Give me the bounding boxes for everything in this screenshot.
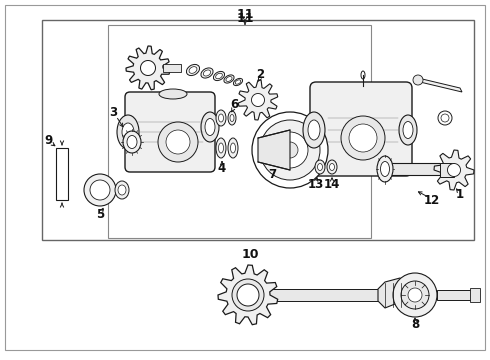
Circle shape [408, 288, 422, 302]
Bar [470, 288, 480, 302]
Ellipse shape [315, 160, 325, 174]
Ellipse shape [214, 71, 224, 81]
Circle shape [90, 180, 110, 200]
Circle shape [252, 112, 328, 188]
Bar [42, 20, 474, 240]
Circle shape [441, 114, 449, 122]
Bar [163, 64, 181, 72]
Text: 9: 9 [44, 134, 52, 147]
Ellipse shape [329, 163, 335, 171]
Ellipse shape [233, 78, 243, 86]
Ellipse shape [308, 120, 320, 140]
Ellipse shape [216, 138, 226, 158]
Ellipse shape [230, 143, 236, 153]
Polygon shape [237, 284, 259, 306]
Circle shape [84, 174, 116, 206]
Circle shape [260, 120, 320, 180]
Circle shape [272, 132, 308, 168]
Polygon shape [434, 150, 474, 190]
Ellipse shape [219, 143, 223, 153]
Ellipse shape [228, 138, 238, 158]
Ellipse shape [189, 67, 197, 73]
Ellipse shape [224, 75, 234, 83]
Text: 11: 11 [236, 12, 254, 24]
Text: 1: 1 [456, 189, 464, 202]
FancyBboxPatch shape [125, 92, 215, 172]
Ellipse shape [159, 89, 187, 99]
Text: 4: 4 [218, 162, 226, 175]
Circle shape [282, 142, 298, 158]
Text: 11: 11 [236, 9, 254, 22]
Ellipse shape [361, 71, 365, 79]
Polygon shape [418, 78, 462, 92]
Ellipse shape [381, 162, 390, 176]
Ellipse shape [216, 73, 222, 79]
Circle shape [393, 273, 437, 317]
Ellipse shape [115, 181, 129, 199]
Ellipse shape [123, 131, 141, 153]
Text: 7: 7 [268, 168, 276, 181]
Polygon shape [258, 130, 290, 170]
Bar [437, 290, 472, 300]
Circle shape [438, 111, 452, 125]
Text: 6: 6 [230, 99, 238, 112]
Polygon shape [447, 163, 461, 176]
Ellipse shape [205, 118, 215, 135]
Ellipse shape [201, 68, 213, 78]
Ellipse shape [201, 112, 219, 142]
Text: 8: 8 [411, 319, 419, 332]
Ellipse shape [403, 122, 413, 139]
FancyBboxPatch shape [310, 82, 412, 176]
Circle shape [232, 279, 264, 311]
Ellipse shape [122, 123, 134, 141]
Ellipse shape [226, 77, 232, 81]
Bar [385, 163, 440, 175]
Text: 5: 5 [96, 208, 104, 221]
Ellipse shape [117, 115, 139, 149]
Text: 12: 12 [424, 194, 440, 207]
Ellipse shape [399, 115, 417, 145]
Circle shape [158, 122, 198, 162]
Text: 14: 14 [324, 179, 340, 192]
Circle shape [413, 75, 423, 85]
Text: 13: 13 [308, 179, 324, 192]
Ellipse shape [303, 112, 325, 148]
Polygon shape [126, 46, 170, 90]
Polygon shape [238, 80, 278, 120]
Bar [56, 148, 68, 200]
Polygon shape [141, 60, 155, 76]
Ellipse shape [327, 160, 337, 174]
Ellipse shape [228, 111, 236, 125]
Bar [108, 25, 371, 238]
Circle shape [240, 287, 256, 303]
Ellipse shape [230, 114, 234, 122]
Polygon shape [378, 278, 410, 308]
Bar [440, 163, 454, 177]
Ellipse shape [318, 163, 322, 171]
Polygon shape [218, 265, 278, 325]
Text: 3: 3 [109, 105, 117, 118]
Ellipse shape [118, 185, 126, 195]
Ellipse shape [216, 110, 226, 126]
Ellipse shape [186, 64, 199, 76]
Circle shape [349, 124, 377, 152]
Circle shape [341, 116, 385, 160]
Ellipse shape [219, 114, 223, 122]
Bar [248, 289, 378, 301]
Text: 10: 10 [241, 248, 259, 261]
Ellipse shape [235, 80, 241, 84]
Ellipse shape [127, 135, 137, 148]
Circle shape [166, 130, 190, 154]
Text: 2: 2 [256, 68, 264, 81]
Polygon shape [251, 94, 265, 107]
Ellipse shape [203, 70, 211, 76]
Ellipse shape [377, 156, 393, 182]
Circle shape [401, 281, 429, 309]
